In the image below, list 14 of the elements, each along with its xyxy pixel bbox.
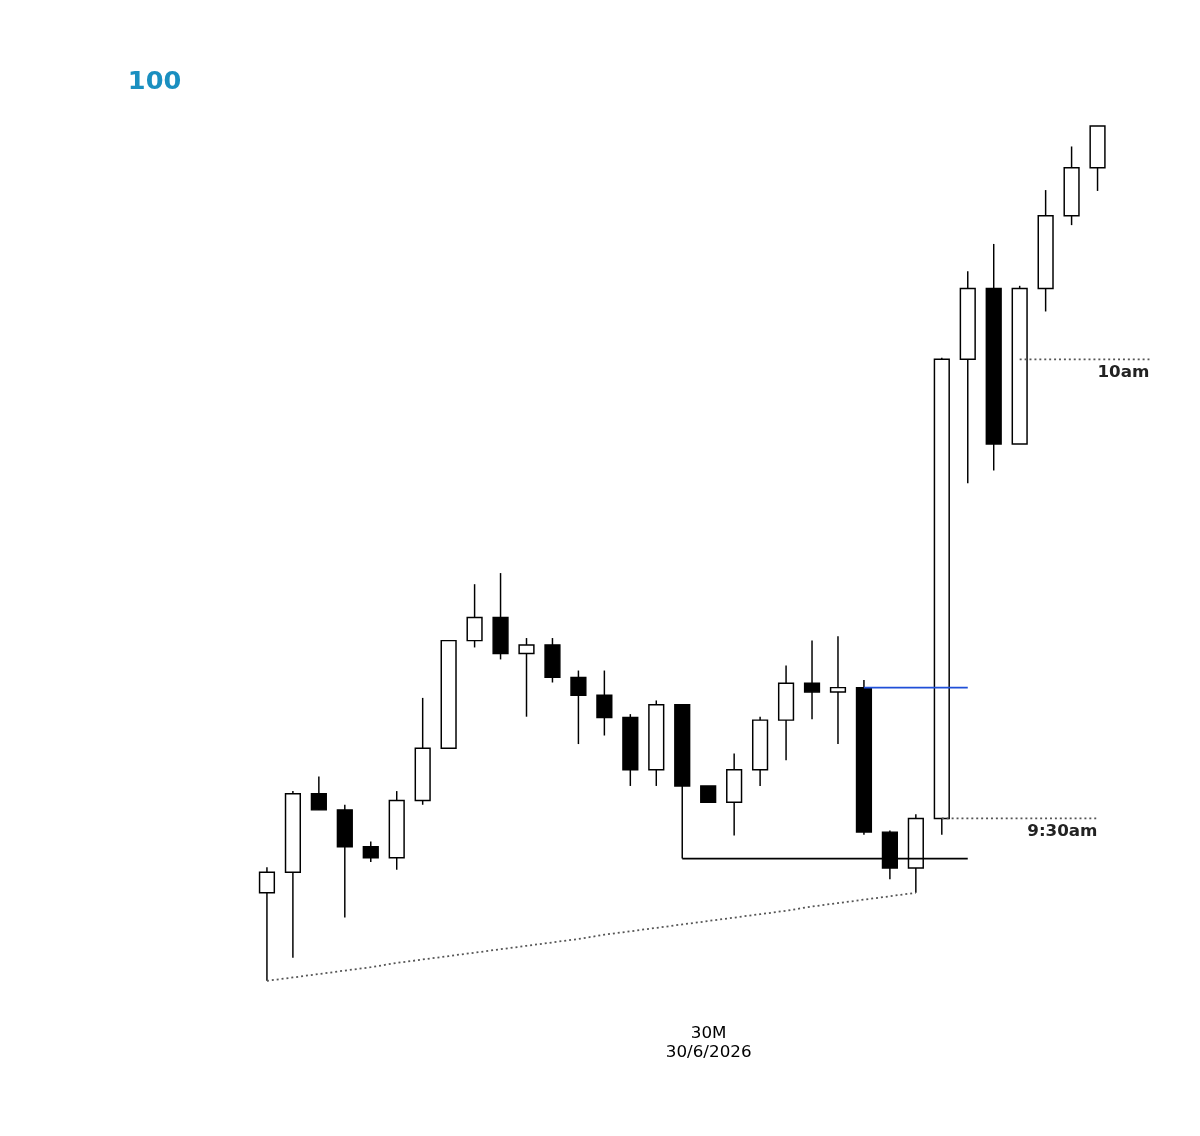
candlestick — [310, 775, 327, 811]
series-label: 10am — [1097, 361, 1150, 382]
text: 100 — [127, 64, 182, 95]
text: 30M — [690, 1022, 727, 1043]
candlestick — [258, 866, 276, 982]
candlestick — [829, 635, 847, 745]
candlestick — [570, 669, 587, 745]
candlestick — [803, 639, 821, 721]
text: 30/6/2026 — [665, 1040, 752, 1061]
candlestick — [518, 637, 535, 718]
candlestick — [596, 669, 613, 737]
candlestick — [362, 840, 379, 863]
candlestick — [466, 583, 483, 649]
series-label: 9:30am — [1027, 820, 1098, 841]
